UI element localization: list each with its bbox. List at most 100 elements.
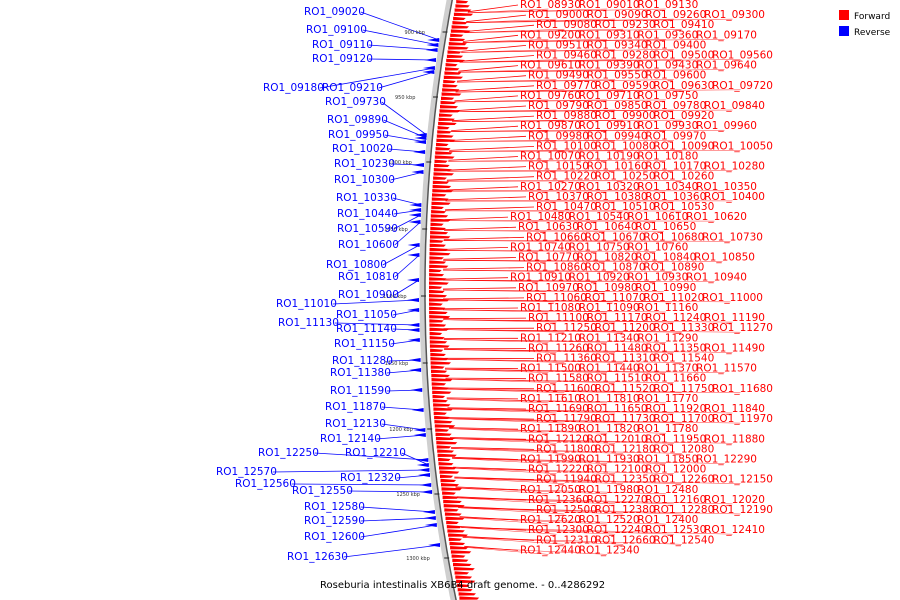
forward-gene-label: RO1_09840 [704, 100, 765, 112]
forward-gene-label: RO1_10180 [637, 151, 698, 163]
reverse-gene-label: RO1_11380 [330, 367, 391, 379]
forward-connector [461, 527, 557, 535]
forward-gene-feature [437, 126, 450, 130]
reverse-gene-feature [411, 170, 424, 174]
reverse-labels: RO1_09020 RO1_09100 RO1_09110 RO1_09120 RO1_… [216, 6, 406, 563]
forward-connector [452, 458, 725, 464]
forward-gene-label: RO1_09610 [520, 60, 581, 72]
forward-gene-label: RO1_10070 [520, 151, 581, 163]
forward-connector [458, 69, 725, 73]
forward-connector [464, 547, 608, 555]
reverse-connector [343, 544, 441, 558]
forward-gene-label: RO1_11500 [520, 363, 581, 375]
reverse-gene-label: RO1_09730 [325, 96, 386, 108]
forward-gene-label: RO1_10910 [510, 272, 571, 284]
forward-gene-label: RO1_09560 [712, 50, 773, 62]
forward-gene-feature [452, 21, 468, 25]
forward-connector [446, 398, 666, 404]
forward-gene-label: RO1_11200 [595, 322, 656, 334]
forward-gene-feature [429, 252, 451, 256]
forward-gene-label: RO1_12010 [587, 433, 648, 445]
forward-gene-label: RO1_09760 [520, 90, 581, 102]
forward-gene-label: RO1_11810 [579, 393, 640, 405]
forward-connector [447, 408, 733, 414]
forward-gene-feature [440, 474, 454, 478]
forward-gene-label: RO1_10250 [595, 171, 656, 183]
forward-connector [442, 299, 731, 303]
forward-gene-feature [429, 289, 445, 294]
reverse-gene-feature [427, 38, 440, 42]
forward-gene-label: RO1_09900 [595, 110, 656, 122]
forward-gene-feature [429, 281, 449, 285]
forward-gene-feature [435, 151, 453, 155]
forward-gene-feature [435, 436, 455, 441]
forward-gene-label: RO1_12520 [579, 514, 640, 526]
reverse-gene-feature [408, 213, 421, 217]
forward-gene-label: RO1_10380 [587, 191, 648, 203]
forward-gene-feature [430, 235, 451, 239]
forward-gene-label: RO1_10480 [510, 211, 571, 223]
reverse-connector [368, 58, 437, 61]
forward-gene-label: RO1_11890 [520, 423, 581, 435]
reverse-gene-label: RO1_09100 [306, 24, 367, 36]
reverse-gene-feature [416, 463, 429, 467]
forward-connector [456, 497, 557, 505]
forward-labels: RO1_08930RO1_09010RO1_09130RO1_09000RO1_… [510, 0, 773, 556]
forward-gene-feature [435, 432, 452, 436]
forward-connector [449, 150, 741, 152]
forward-gene-feature [442, 495, 459, 499]
forward-connector [452, 115, 535, 122]
forward-gene-label: RO1_11000 [702, 292, 763, 304]
forward-gene-label: RO1_12300 [528, 524, 589, 536]
forward-connector [443, 247, 509, 250]
reverse-connector [381, 423, 426, 431]
reverse-gene-feature [422, 66, 435, 70]
forward-gene-label: RO1_11250 [536, 322, 597, 334]
forward-gene-label: RO1_11660 [645, 373, 706, 385]
reverse-gene-label: RO1_12600 [304, 531, 365, 543]
forward-gene-feature [429, 323, 447, 327]
reverse-connector [384, 134, 427, 143]
forward-gene-feature [441, 487, 462, 491]
tick-label: 1100 kbp [383, 294, 407, 300]
forward-gene-feature [432, 386, 449, 390]
forward-connector [450, 438, 557, 444]
forward-gene-label: RO1_10730 [702, 231, 763, 243]
reverse-gene-label: RO1_12210 [345, 447, 406, 459]
forward-gene-feature [439, 470, 460, 474]
forward-gene-feature [450, 550, 472, 554]
forward-gene-label: RO1_10820 [577, 252, 638, 264]
reverse-gene-label: RO1_11150 [334, 338, 395, 350]
forward-gene-label: RO1_12410 [704, 524, 765, 536]
forward-connector [450, 438, 733, 444]
forward-connector [464, 24, 535, 32]
reverse-connector [394, 221, 421, 246]
reverse-gene-label: RO1_11130 [278, 317, 339, 329]
forward-connector [453, 105, 527, 112]
reverse-connector [332, 299, 420, 305]
reverse-gene-label: RO1_12570 [216, 466, 277, 478]
forward-gene-feature [451, 25, 469, 29]
forward-gene-label: RO1_10990 [635, 282, 696, 294]
reverse-gene-label: RO1_11280 [332, 355, 393, 367]
forward-gene-feature [445, 516, 465, 520]
forward-gene-label: RO1_11160 [637, 302, 698, 314]
forward-gene-feature [434, 163, 450, 168]
forward-gene-feature [429, 268, 442, 273]
forward-connector [453, 467, 674, 474]
forward-gene-feature [453, 12, 474, 16]
forward-gene-feature [456, 583, 470, 588]
forward-connector [446, 397, 519, 400]
forward-connector [443, 269, 672, 272]
forward-gene-feature [436, 138, 456, 142]
forward-connector [459, 517, 666, 525]
forward-gene-label: RO1_09850 [587, 100, 648, 112]
reverse-gene-feature [414, 136, 427, 140]
forward-gene-feature [441, 92, 462, 96]
forward-gene-feature [430, 226, 446, 231]
reverse-gene-label: RO1_12250 [258, 447, 319, 459]
reverse-connector [362, 29, 439, 46]
forward-gene-label: RO1_09410 [653, 19, 714, 31]
forward-gene-label: RO1_10270 [520, 181, 581, 193]
